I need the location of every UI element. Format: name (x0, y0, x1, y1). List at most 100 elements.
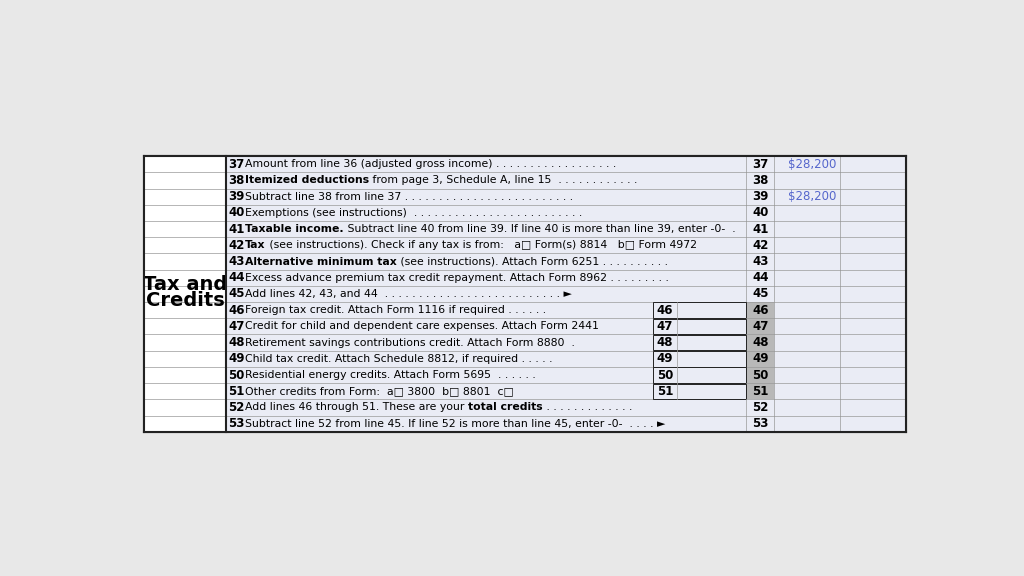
Text: $28,200: $28,200 (788, 190, 837, 203)
Bar (143, 156, 906, 432)
Text: Subtract line 40 from line 39. If line 40 is more than line 39, enter -0-  .: Subtract line 40 from line 39. If line 4… (344, 224, 735, 234)
Text: 46: 46 (753, 304, 769, 317)
Bar (653, 384, 746, 399)
Text: 48: 48 (656, 336, 674, 349)
Text: Taxable income.: Taxable income. (245, 224, 344, 234)
Bar (226, 335, 906, 351)
Bar (143, 351, 226, 367)
Bar (226, 156, 906, 172)
Text: Retirement savings contributions credit. Attach Form 8880  .: Retirement savings contributions credit.… (245, 338, 574, 347)
Text: Amount from line 36 (adjusted gross income) . . . . . . . . . . . . . . . . . .: Amount from line 36 (adjusted gross inco… (245, 159, 616, 169)
Text: 37: 37 (228, 158, 245, 170)
Text: $28,200: $28,200 (788, 158, 837, 170)
Text: 49: 49 (753, 353, 769, 365)
Bar (746, 319, 774, 335)
Text: Add lines 46 through 51. These are your: Add lines 46 through 51. These are your (245, 403, 468, 412)
Text: 43: 43 (228, 255, 245, 268)
Text: 51: 51 (656, 385, 673, 398)
Bar (226, 399, 906, 415)
Text: Subtract line 52 from line 45. If line 52 is more than line 45, enter -0-  . . .: Subtract line 52 from line 45. If line 5… (245, 419, 666, 429)
Text: Child tax credit. Attach Schedule 8812, if required . . . . .: Child tax credit. Attach Schedule 8812, … (245, 354, 553, 364)
Bar (143, 302, 226, 319)
Text: Add lines 42, 43, and 44  . . . . . . . . . . . . . . . . . . . . . . . . . . ►: Add lines 42, 43, and 44 . . . . . . . .… (245, 289, 571, 299)
Bar (226, 221, 906, 237)
Text: 42: 42 (228, 239, 245, 252)
Text: (see instructions). Check if any tax is from:   a□ Form(s) 8814   b□ Form 4972: (see instructions). Check if any tax is … (265, 240, 696, 251)
Text: 51: 51 (228, 385, 245, 398)
Text: 46: 46 (656, 304, 674, 317)
Text: 47: 47 (656, 320, 673, 333)
Bar (143, 205, 226, 221)
Bar (226, 415, 906, 432)
Bar (226, 270, 906, 286)
Bar (143, 156, 226, 172)
Bar (226, 286, 906, 302)
Bar (143, 188, 226, 205)
Text: 50: 50 (656, 369, 673, 381)
Text: 51: 51 (753, 385, 769, 398)
Bar (143, 253, 226, 270)
Text: 53: 53 (753, 417, 769, 430)
Text: Subtract line 38 from line 37 . . . . . . . . . . . . . . . . . . . . . . . . .: Subtract line 38 from line 37 . . . . . … (245, 192, 573, 202)
Bar (226, 302, 906, 319)
Text: 41: 41 (228, 222, 245, 236)
Text: from page 3, Schedule A, line 15  . . . . . . . . . . . .: from page 3, Schedule A, line 15 . . . .… (369, 176, 638, 185)
Bar (143, 237, 226, 253)
Bar (226, 319, 906, 335)
Bar (746, 335, 774, 351)
Text: Tax and: Tax and (142, 275, 227, 294)
Text: Exemptions (see instructions)  . . . . . . . . . . . . . . . . . . . . . . . . .: Exemptions (see instructions) . . . . . … (245, 208, 583, 218)
Bar (653, 351, 746, 366)
Text: 38: 38 (228, 174, 245, 187)
Text: 37: 37 (753, 158, 769, 170)
Text: 52: 52 (228, 401, 245, 414)
Bar (143, 383, 226, 399)
Bar (226, 205, 906, 221)
Text: Alternative minimum tax: Alternative minimum tax (245, 256, 396, 267)
Bar (226, 383, 906, 399)
Text: 41: 41 (753, 222, 769, 236)
Text: Credit for child and dependent care expenses. Attach Form 2441: Credit for child and dependent care expe… (245, 321, 599, 331)
Bar (143, 221, 226, 237)
Bar (746, 383, 774, 399)
Bar (653, 302, 746, 318)
Bar (143, 319, 226, 335)
Text: 38: 38 (753, 174, 769, 187)
Text: 52: 52 (753, 401, 769, 414)
Bar (226, 172, 906, 188)
Bar (746, 367, 774, 383)
Bar (143, 270, 226, 286)
Bar (143, 286, 226, 302)
Text: 50: 50 (753, 369, 769, 381)
Text: Credits: Credits (145, 291, 224, 310)
Text: (see instructions). Attach Form 6251 . . . . . . . . . .: (see instructions). Attach Form 6251 . .… (396, 256, 668, 267)
Text: Itemized deductions: Itemized deductions (245, 176, 369, 185)
Bar (226, 188, 906, 205)
Text: 43: 43 (753, 255, 769, 268)
Bar (746, 351, 774, 367)
Text: 44: 44 (228, 271, 245, 284)
Text: . . . . . . . . . . . . .: . . . . . . . . . . . . . (543, 403, 632, 412)
Text: 49: 49 (656, 353, 674, 365)
Text: Residential energy credits. Attach Form 5695  . . . . . .: Residential energy credits. Attach Form … (245, 370, 536, 380)
Text: Tax: Tax (245, 240, 265, 251)
Text: 42: 42 (753, 239, 769, 252)
Text: 39: 39 (228, 190, 245, 203)
Bar (143, 335, 226, 351)
Bar (143, 415, 226, 432)
Text: 39: 39 (753, 190, 769, 203)
Bar (746, 302, 774, 319)
Text: Excess advance premium tax credit repayment. Attach Form 8962 . . . . . . . . .: Excess advance premium tax credit repaym… (245, 273, 669, 283)
Bar (143, 367, 226, 383)
Text: Foreign tax credit. Attach Form 1116 if required . . . . . .: Foreign tax credit. Attach Form 1116 if … (245, 305, 546, 315)
Text: 49: 49 (228, 353, 245, 365)
Bar (143, 172, 226, 188)
Bar (226, 367, 906, 383)
Text: total credits: total credits (468, 403, 543, 412)
Text: 45: 45 (228, 287, 245, 301)
Text: 48: 48 (753, 336, 769, 349)
Bar (653, 367, 746, 383)
Text: 47: 47 (753, 320, 769, 333)
Text: 44: 44 (753, 271, 769, 284)
Text: 47: 47 (228, 320, 245, 333)
